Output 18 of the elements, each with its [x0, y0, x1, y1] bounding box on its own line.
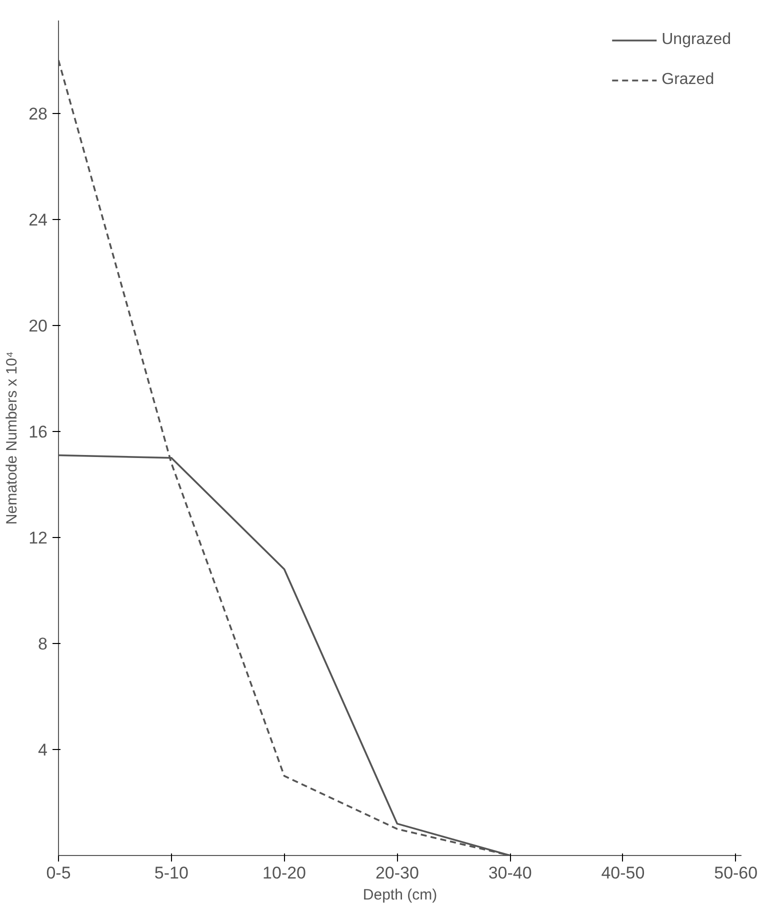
x-tick-label: 50-60 — [714, 864, 758, 882]
y-tick-label: 24 — [28, 210, 48, 230]
y-tick-label: 20 — [28, 316, 48, 336]
y-tick-label: 8 — [38, 634, 48, 654]
x-axis-title: Depth (cm) — [362, 886, 438, 904]
x-tick-label: 10-20 — [262, 864, 306, 882]
legend-label: Grazed — [662, 71, 714, 89]
y-tick-label: 28 — [28, 104, 48, 124]
x-tick-label: 40-50 — [601, 864, 645, 882]
x-tick-label: 5-10 — [154, 864, 188, 882]
y-tick-label: 4 — [38, 740, 48, 760]
y-axis-title: Nematode Numbers x 10⁴ — [4, 351, 21, 525]
x-tick-label: 20-30 — [375, 864, 419, 882]
x-tick-label: 30-40 — [488, 864, 532, 882]
y-tick-label: 12 — [28, 528, 48, 548]
y-tick-label: 16 — [28, 422, 48, 442]
legend-label: Ungrazed — [662, 31, 731, 49]
x-tick-label: 0-5 — [46, 864, 71, 882]
